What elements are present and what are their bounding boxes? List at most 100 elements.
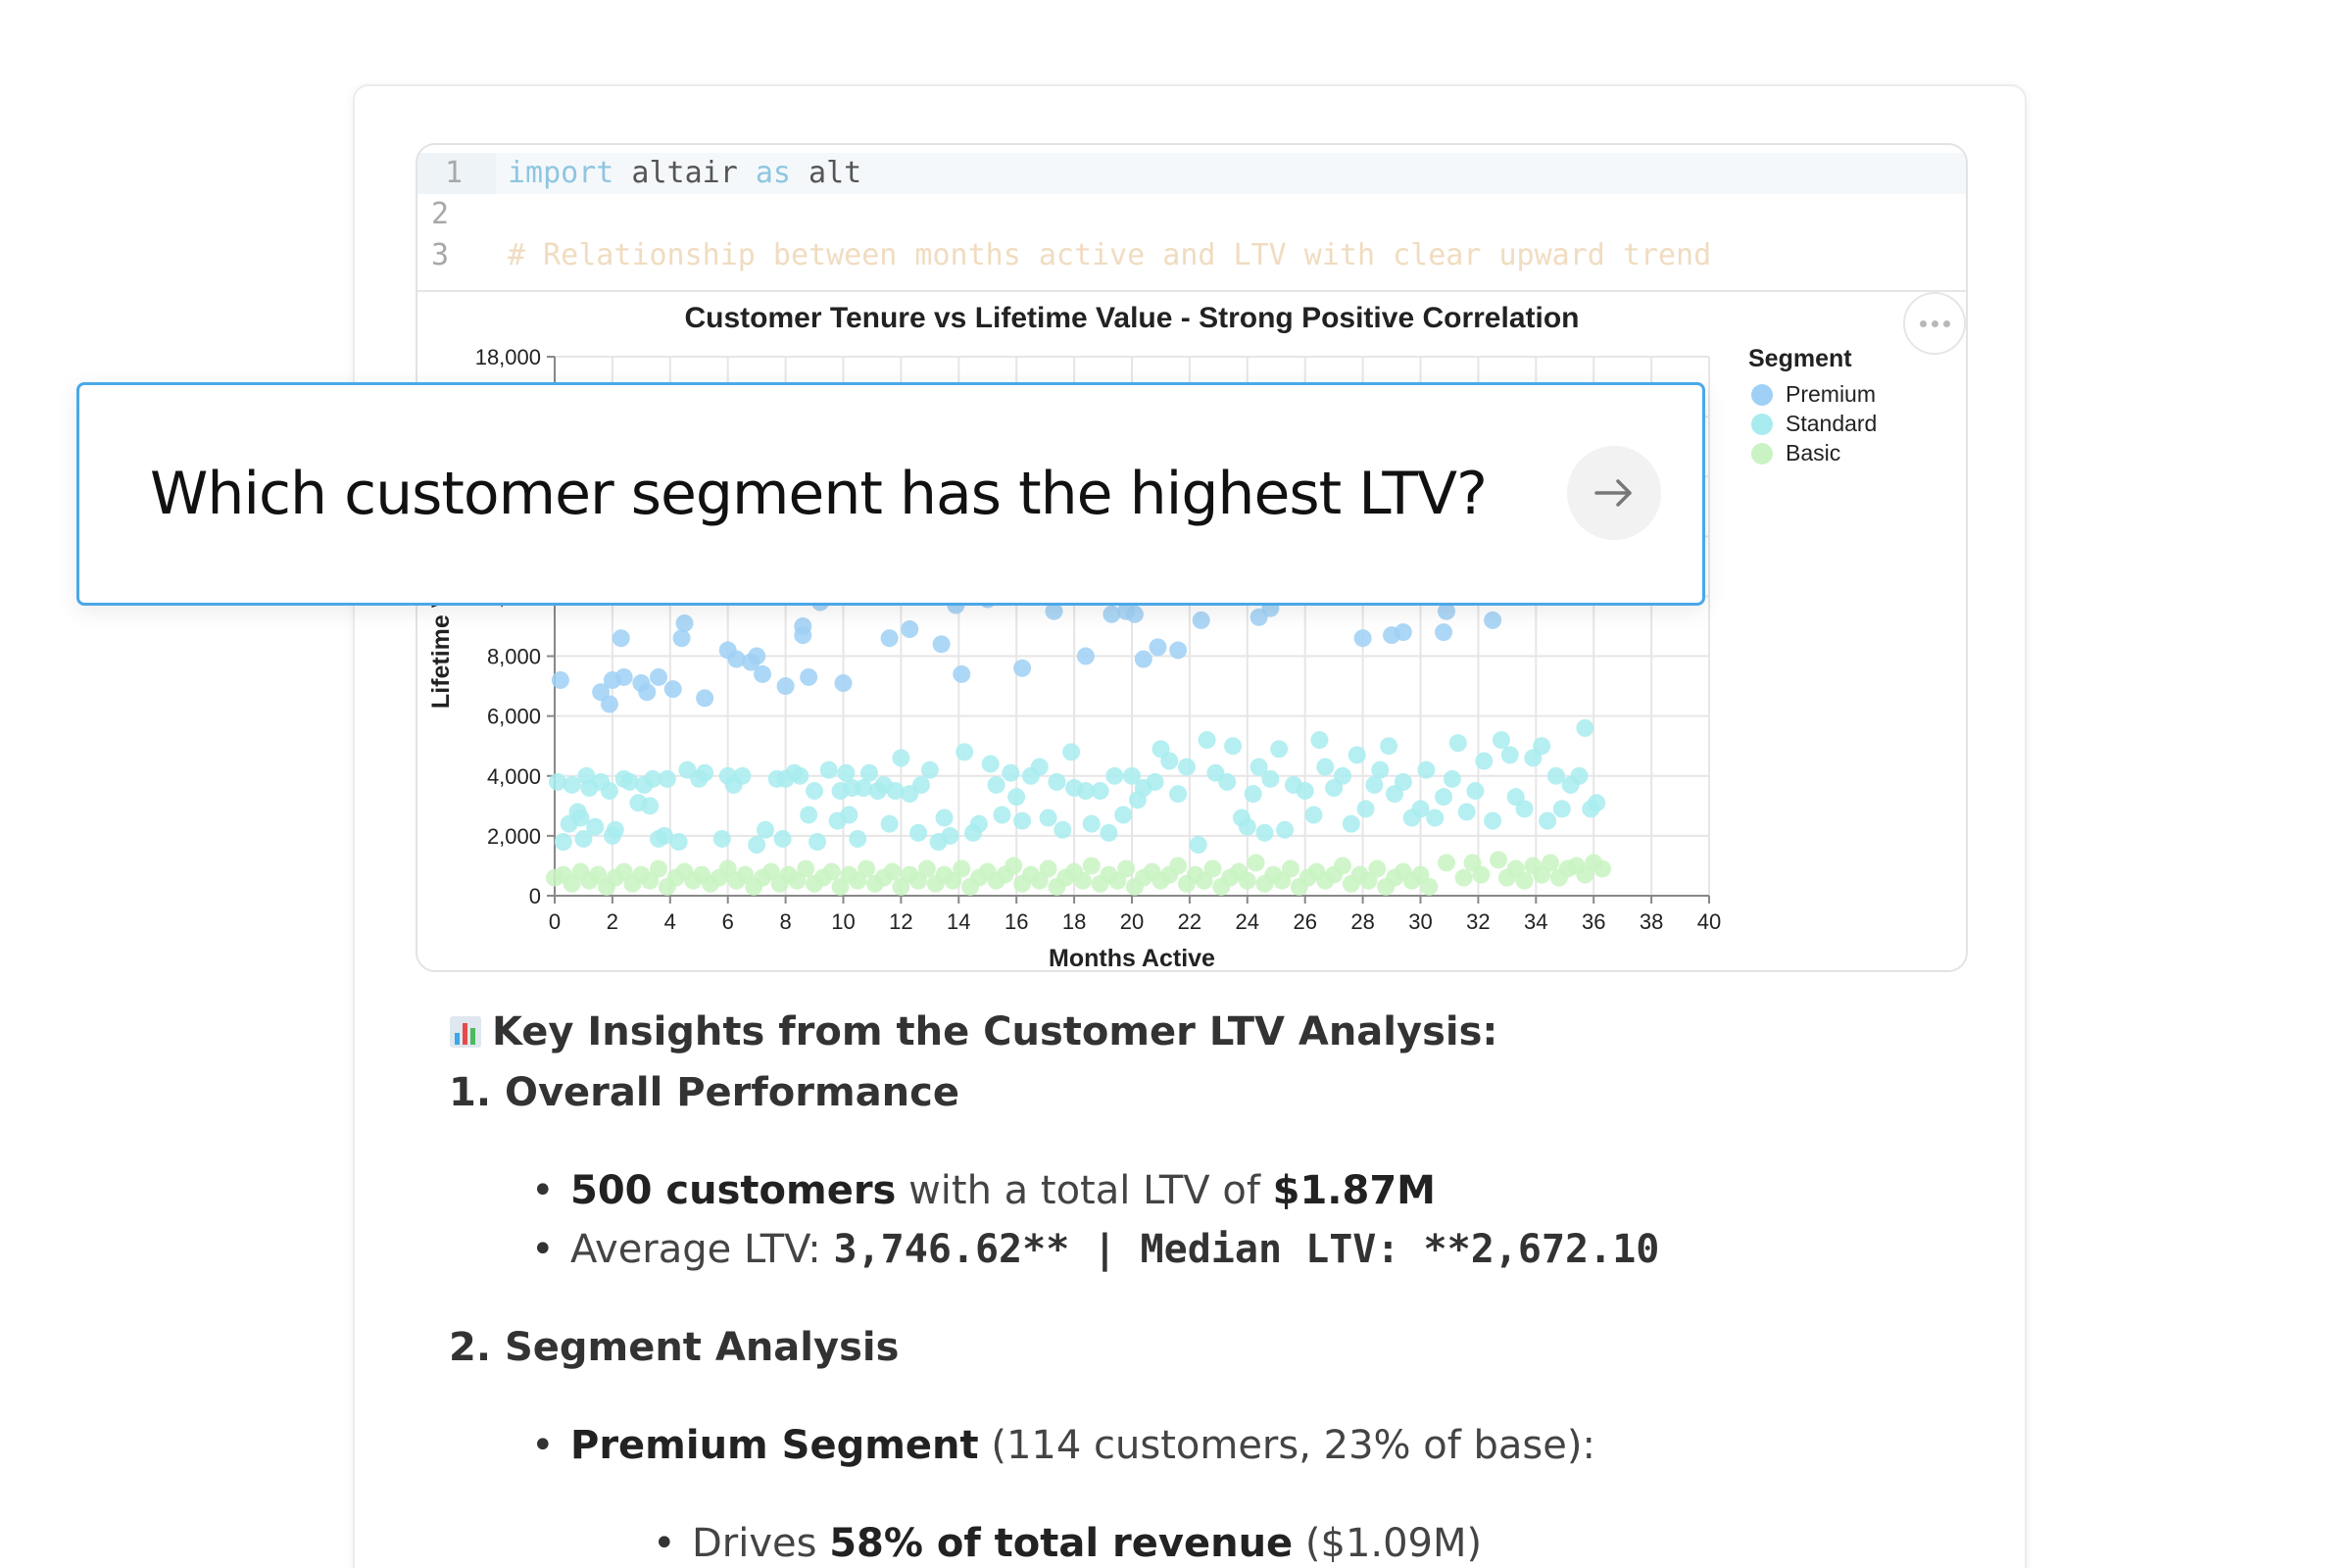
data-point-standard	[956, 743, 974, 761]
data-point-standard	[912, 775, 931, 794]
data-point-standard	[1048, 772, 1066, 791]
legend-swatch	[1751, 414, 1773, 435]
data-point-standard	[548, 772, 566, 791]
data-point-standard	[1146, 772, 1164, 791]
data-point-standard	[855, 779, 873, 797]
ellipsis-icon-dot	[1942, 319, 1950, 327]
data-point-standard	[1588, 794, 1606, 812]
data-point-standard	[1435, 788, 1453, 807]
x-tick-label: 0	[549, 909, 561, 934]
question-prompt-box[interactable]: Which customer segment has the highest L…	[76, 382, 1705, 606]
code-line[interactable]: 2	[417, 194, 1966, 235]
data-point-standard	[554, 833, 572, 851]
send-button[interactable]	[1567, 446, 1661, 540]
data-point-standard	[1380, 737, 1398, 756]
data-point-standard	[1546, 766, 1565, 785]
ellipsis-icon-dot	[1931, 319, 1938, 327]
x-tick-label: 12	[889, 909, 912, 934]
data-point-premium	[1125, 605, 1144, 623]
data-point-standard	[1198, 731, 1216, 750]
line-number: 1	[417, 153, 496, 194]
code-token: as	[755, 156, 791, 190]
y-tick-label: 0	[529, 884, 541, 908]
data-point-premium	[800, 667, 818, 686]
code-editor[interactable]: 1 import altair as alt 2 3 # Relationship be…	[417, 145, 1966, 292]
data-point-premium	[663, 680, 682, 699]
data-point-standard	[1394, 772, 1412, 791]
legend-item-label: Premium	[1786, 381, 1876, 407]
more-options-button[interactable]	[1903, 292, 1966, 355]
data-point-premium	[600, 695, 618, 713]
data-point-basic	[1004, 857, 1023, 875]
data-point-standard	[849, 829, 867, 848]
insights-heading: Key Insights from the Customer LTV Analy…	[449, 1009, 1497, 1054]
data-point-basic	[1082, 857, 1101, 875]
data-point-basic	[858, 859, 876, 878]
data-point-standard	[1238, 817, 1256, 836]
code-token: # Relationship between months active and…	[508, 238, 1712, 272]
data-point-standard	[1576, 718, 1594, 737]
data-point-standard	[1255, 823, 1274, 842]
data-point-standard	[987, 775, 1005, 794]
x-tick-label: 4	[664, 909, 676, 934]
data-point-standard	[1039, 808, 1057, 827]
data-point-standard	[1484, 811, 1502, 830]
data-point-standard	[1296, 782, 1314, 801]
data-point-standard	[806, 782, 824, 801]
data-point-standard	[1100, 823, 1118, 842]
list-item: (114 customers, 23% of base):Average LTV…	[531, 1227, 1659, 1272]
data-point-standard	[886, 782, 905, 801]
data-point-basic	[1490, 851, 1508, 869]
x-tick-label: 20	[1120, 909, 1144, 934]
data-point-premium	[551, 671, 569, 689]
data-point-standard	[860, 763, 879, 782]
data-point-premium	[932, 635, 951, 654]
data-point-standard	[586, 817, 605, 836]
data-point-standard	[1218, 772, 1237, 791]
data-point-standard	[1091, 782, 1109, 801]
x-tick-label: 16	[1004, 909, 1028, 934]
data-point-basic	[1472, 865, 1491, 884]
code-line[interactable]: 1 import altair as alt	[417, 153, 1966, 194]
arrow-right-icon	[1594, 479, 1632, 507]
data-point-basic	[1169, 857, 1188, 875]
data-point-standard	[1105, 766, 1124, 785]
legend-item-label: Basic	[1786, 440, 1840, 466]
code-token: alt	[791, 156, 862, 190]
data-point-standard	[1348, 746, 1366, 764]
data-point-premium	[1013, 659, 1032, 677]
data-point-standard	[1082, 814, 1101, 833]
y-tick-label: 18,000	[475, 345, 541, 369]
data-point-standard	[1224, 737, 1243, 756]
data-point-standard	[1448, 734, 1467, 753]
data-point-standard	[1552, 800, 1571, 818]
data-point-premium	[672, 629, 691, 648]
data-point-basic	[822, 862, 841, 881]
x-tick-label: 40	[1697, 909, 1721, 934]
code-line[interactable]: 3 # Relationship between months active an…	[417, 235, 1966, 276]
data-point-premium	[1149, 638, 1167, 657]
data-point-premium	[1169, 641, 1188, 660]
data-point-basic	[1368, 859, 1387, 878]
x-tick-label: 10	[831, 909, 855, 934]
x-tick-label: 6	[722, 909, 734, 934]
data-point-premium	[727, 650, 746, 668]
data-point-standard	[1013, 811, 1032, 830]
insights-heading-text: Key Insights from the Customer LTV Analy…	[492, 1009, 1498, 1054]
data-point-standard	[1539, 811, 1557, 830]
data-point-standard	[1371, 760, 1390, 779]
data-point-premium	[953, 664, 971, 683]
data-point-standard	[819, 760, 838, 779]
data-point-standard	[1310, 731, 1329, 750]
data-point-premium	[776, 677, 795, 696]
data-point-premium	[1192, 611, 1210, 629]
data-point-premium	[1134, 650, 1152, 668]
data-point-standard	[574, 829, 593, 848]
data-point-premium	[1484, 611, 1502, 629]
code-token: altair	[613, 156, 756, 190]
data-point-premium	[1394, 623, 1412, 642]
data-point-standard	[641, 797, 660, 815]
data-point-standard	[1177, 758, 1196, 776]
data-point-standard	[791, 766, 809, 785]
data-point-standard	[696, 763, 714, 782]
